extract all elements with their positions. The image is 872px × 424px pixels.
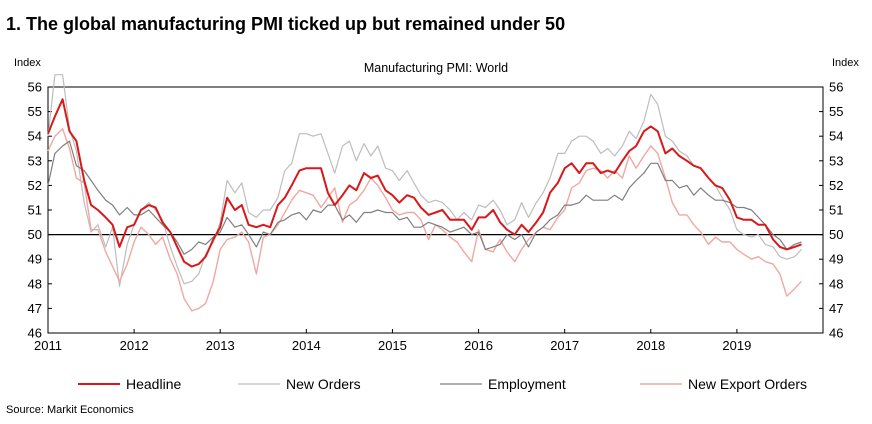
x-tick-label: 2017 [550,338,579,353]
legend-label-headline: Headline [126,376,181,392]
axes-layer: 46 46 47 47 48 48 49 49 50 50 51 51 52 52 53 53 54 54 55 55… [28,80,844,354]
x-tick-label: 2011 [34,338,62,353]
y-tick-label-left: 49 [28,252,42,267]
y-tick-label-right: 49 [829,252,843,267]
y-tick-label-right: 53 [829,153,843,168]
y-tick-label-left: 50 [28,227,42,242]
chart-heading: 1. The global manufacturing PMI ticked u… [6,14,566,34]
series-line-headline [47,98,802,268]
y-tick-label-left: 56 [28,80,42,95]
y-tick-label-left: 53 [28,153,42,168]
series-line-employment [47,140,802,255]
y-tick-label-left: 51 [28,203,42,218]
y-tick-label-right: 56 [829,80,843,95]
y-tick-label-left: 47 [28,301,42,316]
y-tick-label-right: 51 [829,203,843,218]
legend-label-new-orders: New Orders [286,376,361,392]
y-tick-label-right: 48 [829,276,843,291]
x-tick-label: 2014 [292,338,321,353]
y-axis-label-right: Index [832,57,859,69]
y-tick-label-right: 50 [829,227,843,242]
legend-label-new-export-orders: New Export Orders [688,376,807,392]
y-tick-label-right: 47 [829,301,843,316]
legend-label-employment: Employment [488,376,566,392]
y-tick-label-right: 52 [829,178,843,193]
series-layer [47,74,803,312]
y-tick-label-left: 52 [28,178,42,193]
x-tick-label: 2013 [206,338,235,353]
x-tick-label: 2016 [464,338,493,353]
x-tick-label: 2015 [378,338,407,353]
y-tick-label-left: 54 [28,129,42,144]
x-tick-label: 2019 [722,338,751,353]
plot-frame [47,86,824,334]
y-tick-label-right: 54 [829,129,843,144]
y-tick-label-left: 48 [28,276,42,291]
legend: Headline New Orders Employment New Export O… [78,376,807,392]
y-tick-label-right: 46 [829,326,843,341]
y-tick-label-left: 55 [28,104,42,119]
x-tick-label: 2012 [120,338,149,353]
y-axis-label-left: Index [14,57,41,69]
y-tick-label-left: 46 [28,326,42,341]
y-tick-label-right: 55 [829,104,843,119]
series-line-new-orders [47,74,802,287]
x-tick-label: 2018 [636,338,665,353]
series-line-new-export-orders [47,128,803,312]
chart-title: Manufacturing PMI: World [364,61,508,75]
source-note: Source: Markit Economics [6,404,134,416]
